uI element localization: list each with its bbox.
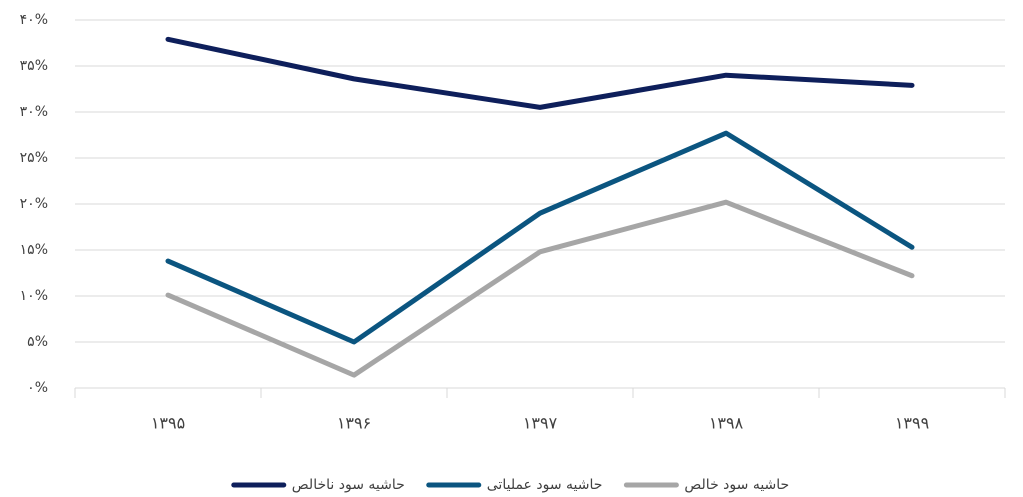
y-tick-label: ۵% <box>27 334 48 350</box>
x-tick-label: ۱۳۹۹ <box>895 414 929 433</box>
y-tick-label: ۳۵% <box>20 58 48 74</box>
legend-label: حاشیه سود ناخالص <box>292 477 405 493</box>
series-line <box>165 199 915 378</box>
y-tick-label: ۳۰% <box>20 104 48 120</box>
x-tick-label: ۱۳۹۸ <box>709 414 744 433</box>
x-tick-label: ۱۳۹۶ <box>337 414 371 433</box>
y-tick-label: ۱۰% <box>20 288 48 304</box>
y-tick-label: ۲۵% <box>20 150 48 166</box>
series-line <box>165 130 915 345</box>
x-tick-label: ۱۳۹۷ <box>523 414 558 433</box>
legend-label: حاشیه سود عملیاتی <box>487 477 603 493</box>
y-tick-label: ۴۰% <box>20 12 48 28</box>
y-tick-label: ۰% <box>27 380 48 396</box>
x-tick-label: ۱۳۹۵ <box>151 414 185 433</box>
legend-label: حاشیه سود خالص <box>684 477 789 493</box>
series-line <box>165 36 915 110</box>
y-tick-label: ۱۵% <box>20 242 48 258</box>
y-tick-label: ۲۰% <box>20 196 48 212</box>
